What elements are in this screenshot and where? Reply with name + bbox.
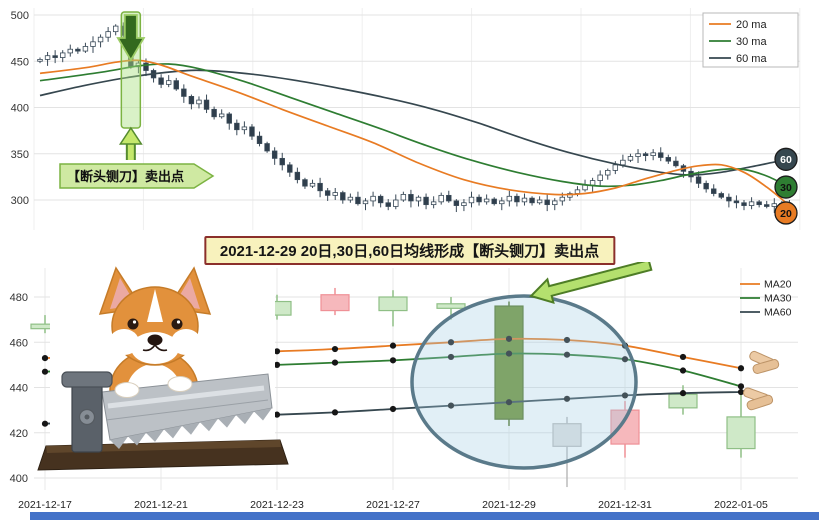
x-tick-label: 2021-12-31 xyxy=(598,499,652,511)
corgi-paw-left xyxy=(114,382,140,398)
ma-badge-label: 30 xyxy=(780,182,792,194)
y-tick-label: 500 xyxy=(11,10,29,22)
legend-label: 60 ma xyxy=(736,53,767,65)
ma-badge-20 xyxy=(774,201,798,225)
x-tick-label: 2021-12-27 xyxy=(366,499,420,511)
ma-line-20ma xyxy=(39,59,790,207)
ma-badge-60 xyxy=(774,147,798,171)
zoom-legend: MA20 MA30 MA60 xyxy=(740,279,792,319)
y-tick-label: 420 xyxy=(10,428,28,440)
candle-2022-01-05 xyxy=(726,416,756,450)
candle-2021-12-27 xyxy=(378,296,408,312)
event-title-banner: 2021-12-29 20日,30日,60日均线形成【断头铡刀】卖出点 xyxy=(203,236,616,265)
guillotine-annotation: 【断头铡刀】卖出点 xyxy=(59,11,215,189)
corgi-eye-left xyxy=(127,318,139,330)
x-tick-label: 2021-12-23 xyxy=(250,499,304,511)
y-tick-label: 440 xyxy=(10,383,28,395)
y-tick-label: 450 xyxy=(11,56,29,68)
ma-badge-30 xyxy=(774,175,798,199)
ma-line-60ma xyxy=(39,69,790,176)
big-down-arrow-icon xyxy=(116,14,146,62)
candle-2021-12-28 xyxy=(436,303,466,309)
y-tick-label: 400 xyxy=(10,473,28,485)
cut-mark-icon xyxy=(743,387,774,411)
corgi-nose xyxy=(147,334,163,346)
legend-label: 30 ma xyxy=(736,36,767,48)
overview-candlestick-chart: 300 350 400 450 500 【断头铡刀】卖出点 20 ma 30 ma 60 ma 6… xyxy=(11,8,801,230)
highlight-ellipse xyxy=(410,294,638,470)
x-tick-label: 2021-12-21 xyxy=(134,499,188,511)
ma-end-badges: 60 30 20 xyxy=(774,147,798,225)
candle-2021-12-24 xyxy=(320,294,350,312)
top-candles xyxy=(37,22,793,213)
y-tick-label: 300 xyxy=(11,195,29,207)
x-axis-labels: 2021-12-17 2021-12-21 2021-12-23 2021-12-27… xyxy=(18,499,768,511)
y-tick-label: 350 xyxy=(11,149,29,161)
corgi-eye-right xyxy=(171,318,183,330)
top-legend: 20 ma 30 ma 60 ma xyxy=(702,12,799,68)
cut-mark-icon xyxy=(749,350,780,374)
candle-2021-12-30 xyxy=(552,423,582,447)
legend-label: MA20 xyxy=(764,279,792,291)
y-tick-label: 460 xyxy=(10,337,28,349)
sell-point-label: 【断头铡刀】卖出点 xyxy=(67,169,184,184)
candle-2022-01-04 xyxy=(668,393,698,409)
x-tick-label: 2022-01-05 xyxy=(714,499,768,511)
horizontal-scrollbar[interactable] xyxy=(30,512,819,520)
x-tick-label: 2021-12-17 xyxy=(18,499,72,511)
y-tick-label: 400 xyxy=(11,103,29,115)
legend-label: 20 ma xyxy=(736,19,767,31)
corgi-paw-right xyxy=(167,376,193,392)
top-ma-lines xyxy=(39,59,790,207)
corgi-saw-illustration xyxy=(37,266,289,471)
legend-label: MA30 xyxy=(764,293,792,305)
ma-badge-label: 20 xyxy=(780,208,792,220)
x-tick-label: 2021-12-29 xyxy=(482,499,536,511)
zoom-candles xyxy=(30,287,756,488)
ma-line-30ma xyxy=(39,63,790,188)
ma-badge-label: 60 xyxy=(780,154,792,166)
up-arrow-icon xyxy=(118,126,143,145)
sell-point-label-box xyxy=(59,163,215,189)
banner-arrow-icon xyxy=(529,262,653,305)
y-tick-label: 480 xyxy=(10,292,28,304)
legend-label: MA60 xyxy=(764,307,792,319)
